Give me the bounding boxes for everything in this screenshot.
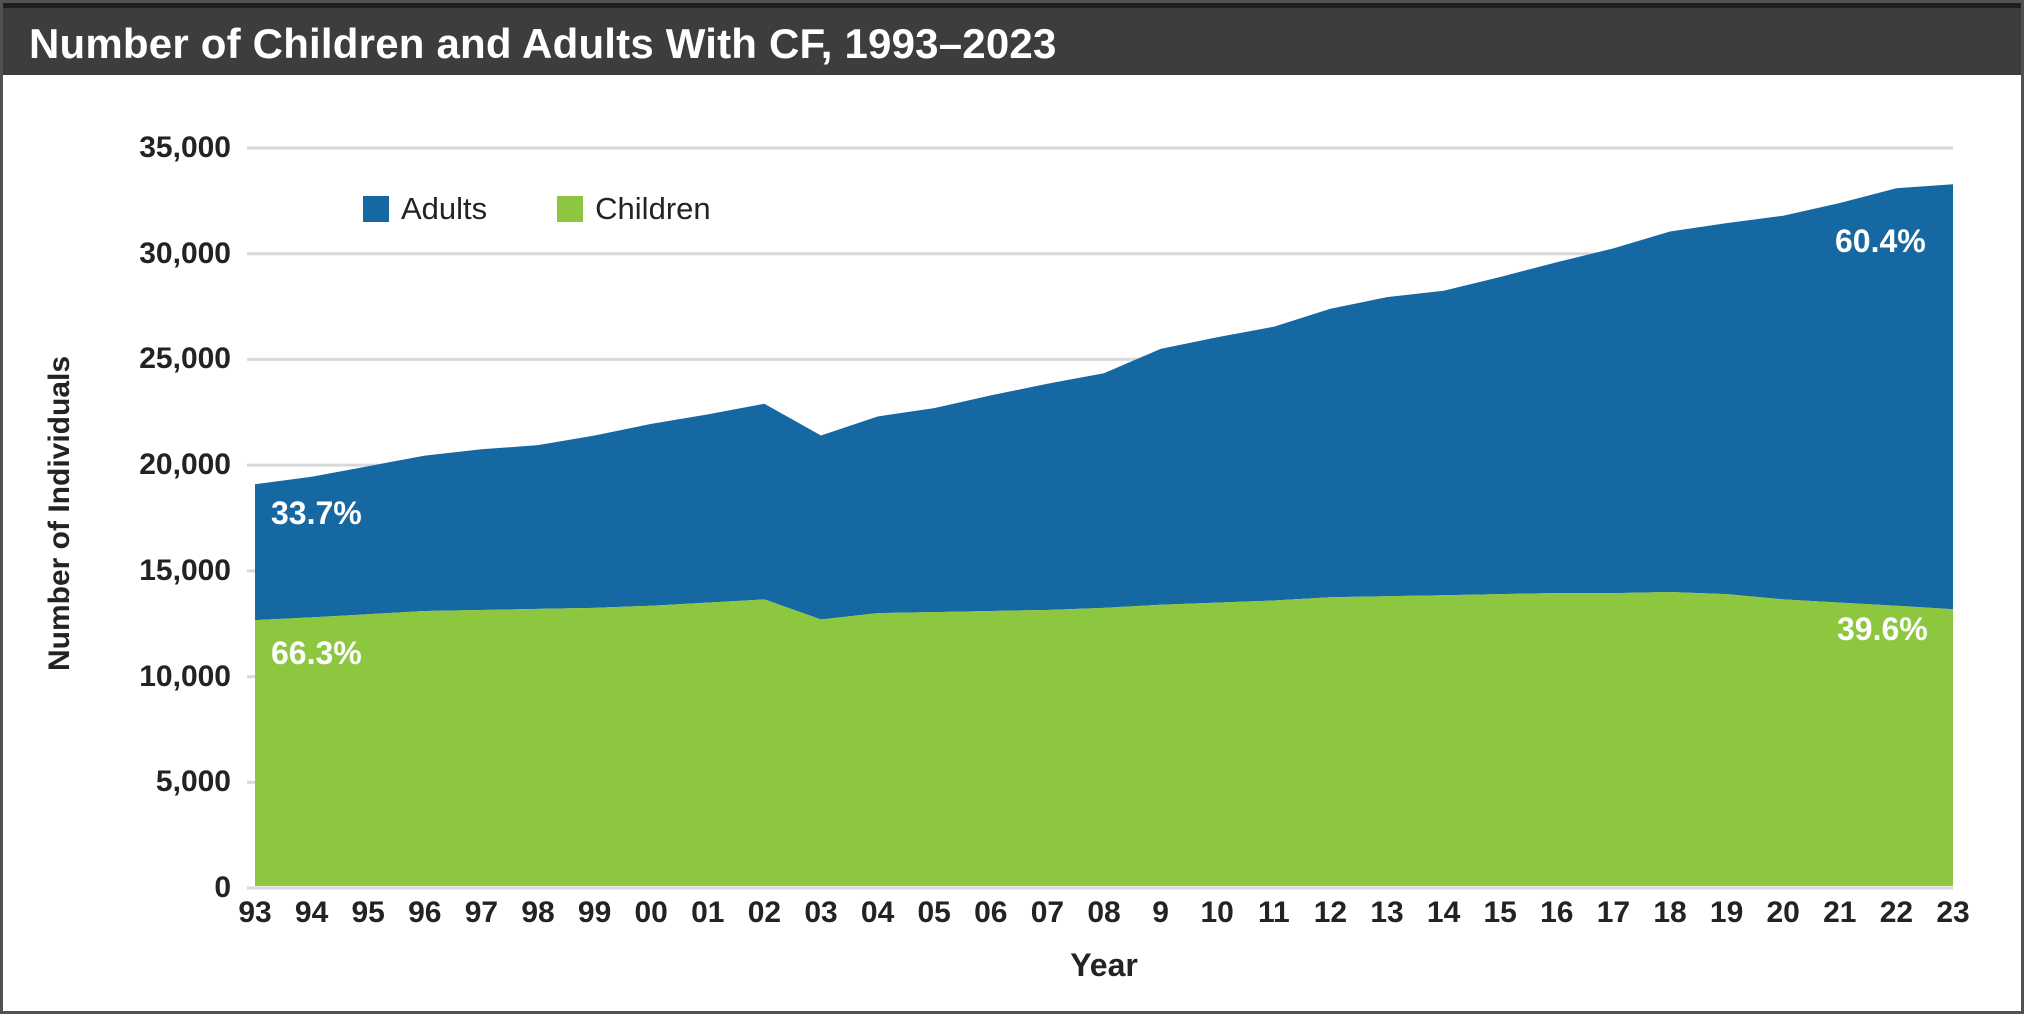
x-tick-label: 15 xyxy=(1483,896,1517,929)
x-tick-label: 11 xyxy=(1257,896,1290,929)
chart-title: Number of Children and Adults With CF, 1… xyxy=(29,20,1057,67)
x-tick-label: 96 xyxy=(408,896,442,929)
x-tick-label: 95 xyxy=(351,896,385,929)
x-tick-label: 99 xyxy=(577,896,612,929)
legend-label-adults: Adults xyxy=(401,191,488,226)
x-tick-label: 14 xyxy=(1426,896,1461,929)
legend-item-adults: Adults xyxy=(363,191,487,227)
x-tick-label: 19 xyxy=(1709,896,1744,929)
x-tick-label: 17 xyxy=(1596,896,1631,929)
x-tick-label: 20 xyxy=(1766,896,1800,929)
annotation-adults-2023: 60.4% xyxy=(1835,223,1926,259)
x-tick-label: 12 xyxy=(1313,896,1348,929)
x-tick-label: 10 xyxy=(1200,896,1234,929)
legend: Adults Children xyxy=(363,191,711,227)
x-tick-label: 08 xyxy=(1087,896,1121,929)
x-tick-label: 9 xyxy=(1152,896,1169,929)
x-tick-label: 98 xyxy=(521,896,555,929)
title-bar: Number of Children and Adults With CF, 1… xyxy=(3,3,2021,75)
y-tick-label: 15,000 xyxy=(139,553,231,587)
x-tick-label: 04 xyxy=(860,896,895,929)
y-tick-label: 5,000 xyxy=(155,765,231,799)
annotation-adults-1993: 33.7% xyxy=(271,495,362,531)
x-tick-label: 22 xyxy=(1879,896,1914,929)
x-tick-label: 01 xyxy=(691,896,725,929)
adults-swatch-icon xyxy=(363,196,389,222)
x-tick-label: 05 xyxy=(917,896,951,929)
x-tick-label: 06 xyxy=(974,896,1008,929)
x-tick-label: 02 xyxy=(747,896,782,929)
y-tick-label: 20,000 xyxy=(139,448,231,482)
annotation-children-2023: 39.6% xyxy=(1837,611,1928,647)
annotation-children-1993: 66.3% xyxy=(271,635,362,671)
x-tick-label: 94 xyxy=(294,896,329,929)
x-tick-label: 93 xyxy=(238,896,272,929)
children-area xyxy=(255,592,1953,886)
y-tick-label: 30,000 xyxy=(139,236,231,270)
x-axis-title: Year xyxy=(1070,947,1138,983)
x-tick-label: 18 xyxy=(1653,896,1687,929)
y-axis-tick-labels: 0 5,000 10,000 15,000 20,000 25,000 30,000 35,0… xyxy=(3,3,2021,1011)
x-tick-label: 97 xyxy=(464,896,499,929)
y-tick-label: 0 xyxy=(214,871,231,904)
x-tick-label: 13 xyxy=(1370,896,1404,929)
stacked-area-chart xyxy=(247,146,1953,890)
x-tick-label: 21 xyxy=(1823,896,1857,929)
adults-area xyxy=(255,184,1953,621)
x-tick-label: 23 xyxy=(1936,896,1970,929)
children-swatch-icon xyxy=(557,196,584,222)
x-axis-tick-labels: 93 94 95 96 97 98 99 00 01 02 03 04 05 06 07 08 9 10 11 12 1… xyxy=(3,896,2021,936)
y-tick-label: 25,000 xyxy=(139,342,231,376)
x-tick-label: 07 xyxy=(1030,896,1065,929)
legend-item-children: Children xyxy=(557,191,711,227)
x-tick-label: 00 xyxy=(634,896,668,929)
y-tick-label: 10,000 xyxy=(139,659,231,693)
legend-label-children: Children xyxy=(595,191,711,226)
y-tick-label: 35,000 xyxy=(139,131,231,164)
x-tick-label: 16 xyxy=(1540,896,1574,929)
x-tick-label: 03 xyxy=(804,896,838,929)
